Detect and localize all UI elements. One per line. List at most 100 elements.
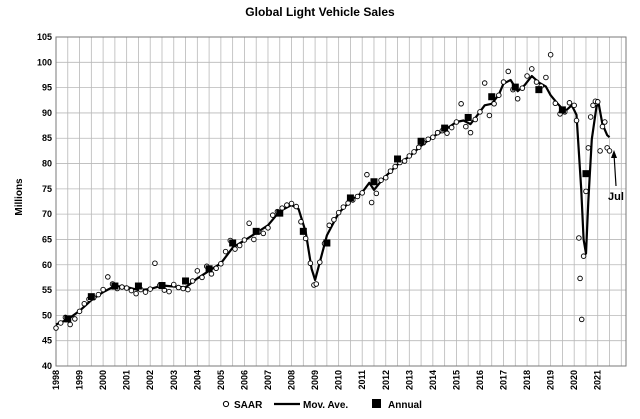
x-tick-label: 2009: [310, 370, 320, 390]
annual-point: [582, 170, 590, 178]
saar-point: [293, 203, 299, 210]
annual-point: [276, 209, 284, 217]
x-tick-label: 2016: [475, 370, 485, 390]
saar-point: [378, 177, 384, 183]
annual-point: [299, 227, 307, 235]
x-tick-label: 2021: [593, 370, 603, 390]
x-tick-label: 2017: [499, 370, 509, 390]
annual-point: [134, 282, 142, 290]
chart-title: Global Light Vehicle Sales: [245, 5, 395, 19]
annual-point: [511, 83, 519, 91]
saar-point: [265, 225, 271, 231]
saar-point: [317, 259, 323, 265]
y-tick-label: 105: [37, 32, 52, 42]
saar-point: [373, 190, 380, 197]
saar-point: [590, 102, 596, 109]
legend-moving-average-label: Mov. Ave.: [303, 400, 348, 411]
x-tick-label: 2013: [404, 370, 414, 390]
x-tick-label: 2020: [569, 370, 579, 390]
saar-point: [152, 260, 158, 267]
y-axis-label: Millions: [14, 178, 25, 216]
saar-point: [119, 284, 125, 290]
legend-annual-label: Annual: [388, 400, 422, 411]
saar-point: [246, 220, 252, 227]
x-tick-label: 2011: [357, 370, 367, 390]
y-tick-label: 80: [42, 159, 52, 169]
saar-point: [298, 218, 304, 225]
saar-point: [133, 290, 139, 297]
saar-point: [573, 117, 580, 124]
saar-point: [232, 246, 238, 252]
saar-point: [57, 320, 64, 326]
saar-point: [594, 99, 601, 105]
saar-point: [580, 253, 587, 259]
y-tick-label: 70: [42, 209, 52, 219]
saar-point: [491, 101, 497, 107]
annotation-arrowhead: [611, 150, 617, 158]
legend-annual-marker: [372, 399, 381, 408]
saar-point: [53, 325, 59, 331]
saar-point: [576, 235, 582, 241]
saar-point: [251, 236, 257, 243]
y-tick-label: 65: [42, 234, 52, 244]
x-tick-label: 2002: [145, 370, 155, 390]
saar-point: [189, 278, 196, 284]
saar-point: [199, 274, 205, 281]
saar-point: [313, 281, 320, 287]
legend-saar-label: SAAR: [234, 400, 263, 411]
x-tick-label: 1999: [75, 370, 85, 390]
saar-point: [302, 235, 309, 242]
x-tick-label: 2008: [287, 370, 297, 390]
annual-point: [229, 239, 237, 247]
saar-point: [387, 168, 394, 174]
saar-point: [514, 96, 521, 102]
x-tick-label: 2005: [216, 370, 226, 390]
legend: SAAR Mov. Ave. Annual: [222, 399, 422, 411]
y-tick-label: 45: [42, 336, 52, 346]
saar-point: [359, 190, 365, 196]
saar-point: [500, 79, 507, 85]
saar-point: [529, 66, 535, 72]
annual-point: [394, 155, 402, 163]
x-tick-label: 2000: [98, 370, 108, 390]
x-tick-label: 2004: [192, 370, 202, 390]
saar-point: [599, 123, 606, 130]
annual-point: [488, 93, 496, 101]
saar-point: [326, 222, 332, 229]
annual-point: [205, 265, 213, 273]
saar-point: [142, 289, 149, 295]
annual-point: [535, 86, 543, 94]
saar-point: [496, 92, 502, 98]
saar-point: [533, 79, 540, 85]
saar-point: [67, 321, 73, 328]
saar-point: [185, 286, 191, 293]
saar-point: [472, 116, 479, 123]
saar-point: [222, 248, 229, 255]
y-tick-label: 40: [42, 361, 52, 371]
saar-point: [434, 129, 441, 136]
saar-point: [606, 148, 613, 154]
saar-point: [213, 265, 219, 272]
saar-point: [571, 102, 577, 109]
saar-point: [241, 237, 248, 243]
saar-point: [340, 204, 347, 210]
saar-point: [180, 285, 186, 292]
annotation-label: Jul: [608, 191, 624, 203]
annual-point: [346, 194, 354, 202]
saar-point: [597, 148, 603, 154]
saar-point: [368, 199, 375, 206]
saar-point: [331, 216, 337, 223]
saar-point: [505, 68, 511, 75]
saar-point: [415, 144, 422, 151]
saar-point: [218, 261, 224, 267]
saar-point: [519, 85, 526, 91]
saar-point: [147, 286, 153, 292]
saar-point: [236, 242, 243, 249]
x-tick-label: 2018: [522, 370, 532, 390]
x-tick-label: 2014: [428, 370, 438, 390]
x-tick-label: 2019: [546, 370, 556, 390]
saar-point: [194, 268, 201, 274]
saar-point: [95, 291, 102, 298]
saar-point: [284, 202, 290, 208]
